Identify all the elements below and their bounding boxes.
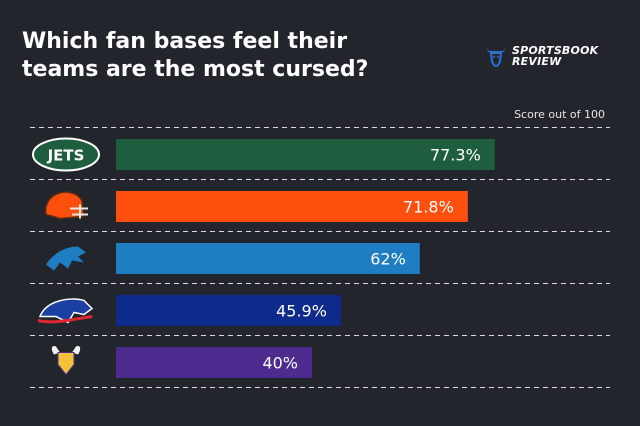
jets-wordmark: JETS: [47, 147, 85, 165]
lion-silhouette: [46, 246, 86, 271]
chart-title-line-2: teams are the most cursed?: [22, 57, 369, 82]
data-label: 45.9%: [276, 302, 327, 321]
chart-title: Which fan bases feel their teams are the…: [22, 28, 402, 84]
bills-streak: [37, 315, 93, 324]
helmet-facemask: [70, 204, 88, 219]
bar-row: 62%: [46, 243, 420, 274]
data-label: 62%: [370, 250, 406, 269]
score-note: Score out of 100: [514, 108, 605, 121]
sportsbook-review-logo: SPORTSBOOK REVIEW: [484, 44, 598, 68]
bills-logo: [37, 298, 94, 324]
vikings-logo: [51, 345, 81, 376]
bar: [116, 295, 341, 326]
jets-logo: JETS: [32, 137, 100, 172]
bar: [116, 243, 420, 274]
brand-wordmark: SPORTSBOOK REVIEW: [512, 45, 598, 67]
data-label: 71.8%: [403, 198, 454, 217]
bar-row: 71.8%: [45, 191, 468, 222]
viking-face: [57, 352, 75, 376]
data-label: 40%: [262, 354, 298, 373]
bar-row: 77.3% JETS: [32, 137, 495, 172]
buffalo-silhouette: [38, 298, 94, 324]
bar: [116, 347, 312, 378]
bar: [116, 139, 495, 170]
browns-helmet-logo: [45, 191, 88, 220]
helmet-shell: [45, 191, 85, 220]
bull-icon: [486, 47, 506, 68]
bar-row: 40%: [51, 345, 312, 378]
brand-line-2: REVIEW: [512, 55, 562, 68]
lions-logo: [46, 246, 86, 271]
bar-row: 45.9%: [37, 295, 341, 326]
chart-title-line-1: Which fan bases feel their: [22, 29, 348, 54]
brand-line-1: SPORTSBOOK: [512, 44, 599, 57]
bar: [116, 191, 468, 222]
data-label: 77.3%: [430, 146, 481, 165]
jets-oval: [32, 137, 100, 172]
